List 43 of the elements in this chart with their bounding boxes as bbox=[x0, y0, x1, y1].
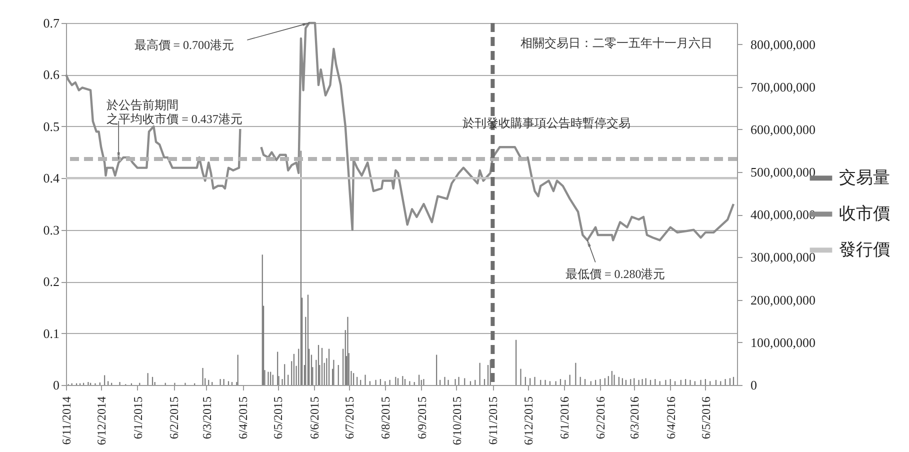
legend-label: 發行價 bbox=[839, 240, 890, 260]
x-tick-label: 6/4/2015 bbox=[236, 396, 250, 440]
y-tick-label: 0.1 bbox=[43, 326, 60, 341]
y-tick-label: 0 bbox=[53, 378, 60, 392]
x-tick-label: 6/11/2014 bbox=[60, 396, 74, 445]
annotation: 最低價 = 0.280港元 bbox=[565, 267, 666, 282]
x-tick-label: 6/8/2015 bbox=[378, 396, 393, 440]
y2-tick-label: 200,000,000 bbox=[750, 292, 816, 308]
x-tick-label: 6/1/2015 bbox=[130, 396, 145, 440]
x-tick-label: 6/2/2015 bbox=[167, 396, 182, 440]
x-tick-label: 6/3/2016 bbox=[628, 396, 642, 440]
x-tick-label: 6/7/2015 bbox=[342, 396, 356, 440]
y-tick-label: 0.6 bbox=[43, 67, 60, 82]
x-tick-label: 6/2/2016 bbox=[594, 396, 608, 440]
y2-tick-label: 0 bbox=[750, 378, 757, 392]
y2-tick-label: 700,000,000 bbox=[750, 79, 816, 94]
x-tick-label: 6/9/2015 bbox=[414, 396, 429, 440]
x-tick-label: 6/12/2015 bbox=[521, 396, 536, 446]
x-tick-label: 6/6/2015 bbox=[307, 396, 322, 440]
y-tick-label: 0.5 bbox=[43, 118, 60, 134]
y-tick-label: 0.7 bbox=[43, 16, 60, 30]
y-tick-label: 0.4 bbox=[43, 170, 60, 186]
ref-line-label: 相關交易日：二零一五年十一月六日 bbox=[520, 36, 713, 50]
y2-tick-label: 500,000,000 bbox=[750, 164, 816, 180]
x-tick-label: 6/4/2016 bbox=[664, 396, 678, 440]
y2-tick-label: 100,000,000 bbox=[750, 334, 816, 350]
x-tick-label: 6/1/2016 bbox=[557, 396, 572, 440]
annotation: 於公告前期間之平均收市價 = 0.437港元 bbox=[106, 98, 242, 126]
x-tick-label: 6/5/2015 bbox=[271, 396, 286, 440]
legend-label: 收市價 bbox=[839, 204, 890, 224]
x-tick-label: 6/10/2015 bbox=[450, 396, 464, 446]
y2-tick-label: 600,000,000 bbox=[750, 122, 816, 137]
y2-tick-label: 800,000,000 bbox=[750, 36, 816, 52]
y-tick-label: 0.2 bbox=[43, 274, 60, 290]
x-tick-label: 6/11/2015 bbox=[486, 396, 500, 445]
y2-tick-label: 300,000,000 bbox=[750, 250, 816, 265]
x-tick-label: 6/5/2016 bbox=[698, 396, 713, 440]
annotation: 最高價 = 0.700港元 bbox=[134, 38, 234, 52]
x-tick-label: 6/3/2015 bbox=[200, 396, 214, 440]
legend-label: 交易量 bbox=[839, 168, 890, 188]
y2-tick-label: 400,000,000 bbox=[750, 207, 816, 222]
x-tick-label: 6/12/2014 bbox=[94, 396, 109, 446]
y-tick-label: 0.3 bbox=[43, 222, 60, 238]
